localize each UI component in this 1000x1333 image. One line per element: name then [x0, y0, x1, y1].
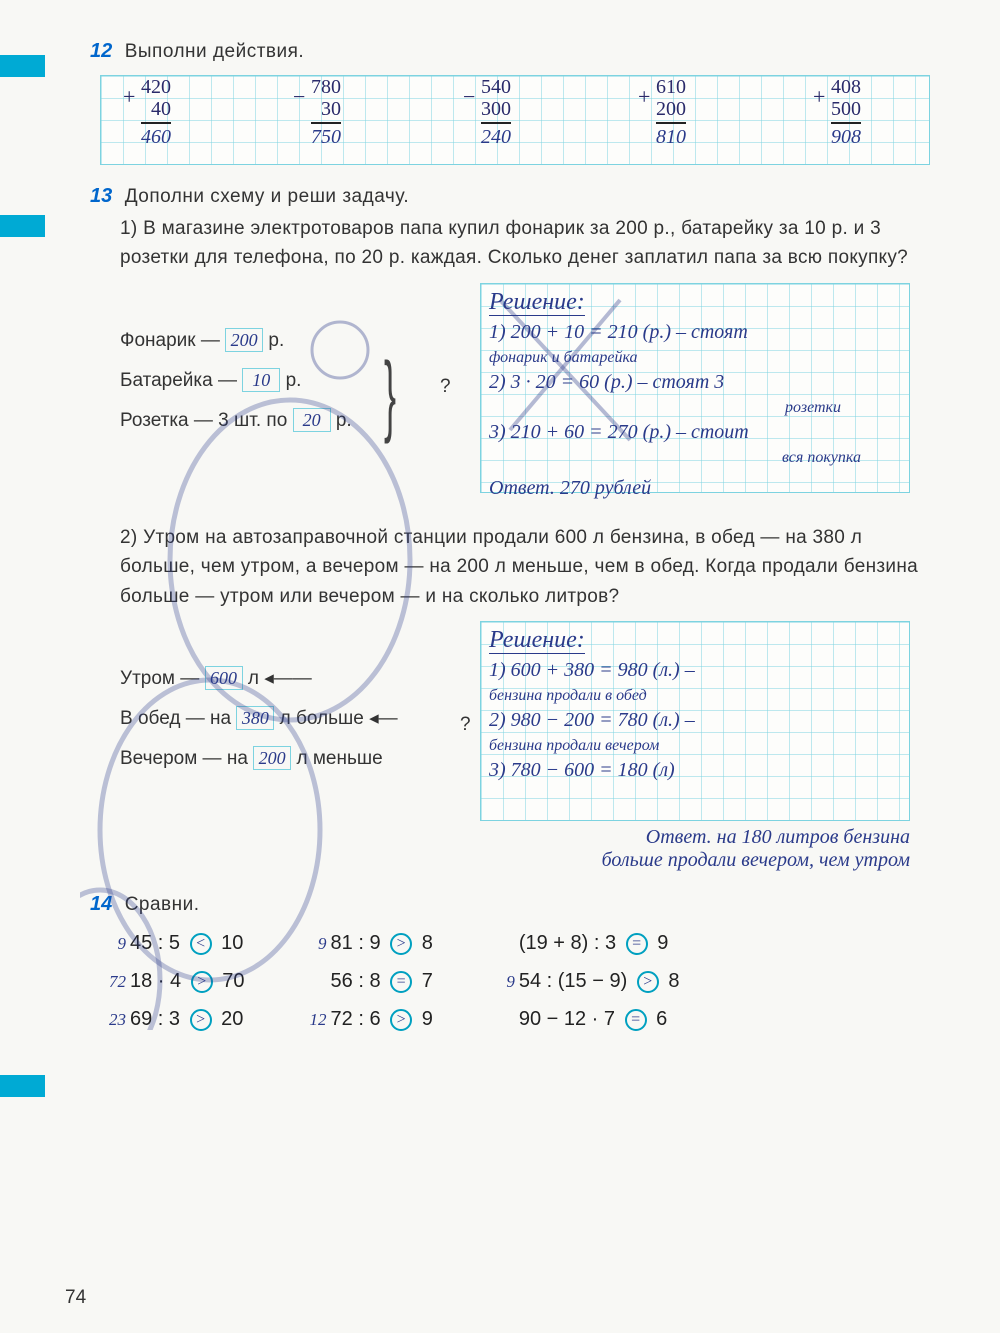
ex13-number: 13: [90, 185, 112, 207]
ex13-header: 13 Дополни схему и реши задачу.: [90, 185, 950, 208]
compare-item: 56 : 8 = 7: [305, 962, 433, 1000]
ex14-title: Сравни.: [125, 894, 200, 915]
ex13-p2-solution: Решение: 1) 600 + 380 = 980 (л.) – бензи…: [480, 621, 910, 821]
compare-item: 945 : 5 < 10: [104, 924, 245, 962]
arrow-icon: ◂——: [264, 668, 312, 689]
ex12-number: 12: [90, 40, 112, 62]
arith-5: + 408 500 908: [831, 76, 861, 148]
schema-line: Батарейка — 10 р.: [120, 361, 352, 401]
schema-q: ?: [440, 367, 451, 407]
schema-line: Вечером — на 200 л меньше: [120, 739, 398, 779]
compare-item: 90 − 12 · 7 = 6: [493, 1000, 680, 1038]
compare-item: 2369 : 3 > 20: [104, 1000, 245, 1038]
arith-4: + 610 200 810: [656, 76, 686, 148]
section-tab: [0, 215, 45, 237]
ex13-title: Дополни схему и реши задачу.: [125, 186, 409, 207]
compare-item: 981 : 9 > 8: [305, 924, 433, 962]
compare-item: 1272 : 6 > 9: [305, 1000, 433, 1038]
solution-title: Решение:: [489, 290, 585, 316]
compare-item: 954 : (15 − 9) > 8: [493, 962, 680, 1000]
brace-icon: }: [384, 301, 396, 490]
arith-2: − 780 30 750: [311, 76, 341, 148]
schema-q: ?: [460, 705, 471, 745]
workbook-page: 12 Выполни действия. + 420 40 460 − 780 …: [0, 0, 1000, 1333]
ex13-p2-block: Утром — 600 л ◂—— В обед — на 380 л боль…: [60, 621, 950, 871]
compare-col-3: (19 + 8) : 3 = 9 954 : (15 − 9) > 8 90 −…: [493, 924, 680, 1038]
ex13-p1-text: 1) В магазине электротоваров папа купил …: [120, 214, 920, 273]
schema-line: Фонарик — 200 р.: [120, 321, 352, 361]
ex12-grid: + 420 40 460 − 780 30 750 − 540 300 240 …: [100, 75, 930, 165]
ex13-p2-text: 2) Утром на автозаправочной станции прод…: [120, 523, 920, 611]
schema-line: В обед — на 380 л больше ◂—: [120, 699, 398, 739]
ex13-p1-block: Фонарик — 200 р. Батарейка — 10 р. Розет…: [60, 283, 950, 503]
schema-line: Розетка — 3 шт. по 20 р.: [120, 401, 352, 441]
ex14-number: 14: [90, 893, 112, 915]
ex12-title: Выполни действия.: [125, 41, 304, 62]
page-number: 74: [65, 1287, 86, 1309]
compare-col-1: 945 : 5 < 10 7218 · 4 > 70 2369 : 3 > 20: [104, 924, 245, 1038]
ex13-p1-solution: Решение: 1) 200 + 10 = 210 (р.) – стоят …: [480, 283, 910, 493]
compare-col-2: 981 : 9 > 8 56 : 8 = 7 1272 : 6 > 9: [305, 924, 433, 1038]
arrow-icon: ◂—: [369, 708, 398, 729]
schema-line: Утром — 600 л ◂——: [120, 659, 398, 699]
ex13-p2-schema: Утром — 600 л ◂—— В обед — на 380 л боль…: [120, 659, 398, 779]
solution-answer: Ответ. 270 рублей: [489, 476, 901, 501]
ex13-p1-schema: Фонарик — 200 р. Батарейка — 10 р. Розет…: [120, 321, 352, 441]
section-tab: [0, 55, 45, 77]
compare-item: (19 + 8) : 3 = 9: [493, 924, 680, 962]
ex12-header: 12 Выполни действия.: [90, 40, 950, 63]
ex14-grid: 945 : 5 < 10 7218 · 4 > 70 2369 : 3 > 20…: [104, 924, 950, 1038]
ex13-p2-answer: Ответ. на 180 литров бензина больше прод…: [602, 826, 910, 872]
solution-title: Решение:: [489, 628, 585, 654]
arith-3: − 540 300 240: [481, 76, 511, 148]
section-tab: [0, 1075, 45, 1097]
compare-item: 7218 · 4 > 70: [104, 962, 245, 1000]
arith-1: + 420 40 460: [141, 76, 171, 148]
ex14-header: 14 Сравни.: [90, 893, 950, 916]
